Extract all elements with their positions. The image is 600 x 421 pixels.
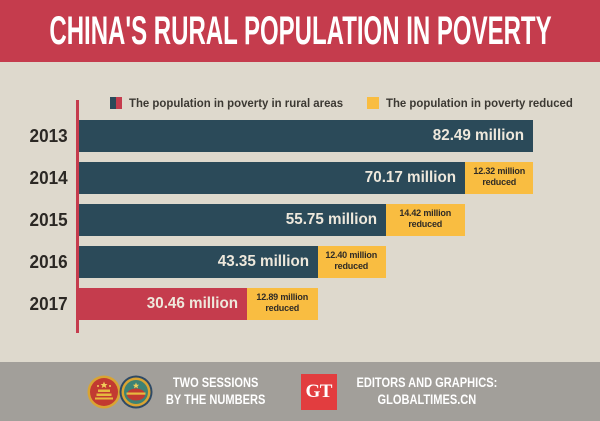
chart-row-2014: 2014 70.17 million 12.32 million reduced	[0, 162, 600, 194]
china-national-emblem-icon	[87, 375, 121, 408]
chart-row-2013: 2013 82.49 million	[0, 120, 600, 152]
year-label: 2014	[29, 167, 68, 188]
legend-label: The population in poverty reduced	[386, 96, 574, 110]
chart-legend: The population in poverty in rural areas…	[110, 96, 583, 110]
poverty-bar: 55.75 million	[79, 204, 386, 236]
reduced-badge: 12.40 million reduced	[317, 246, 386, 278]
bar-chart: The population in poverty in rural areas…	[0, 62, 600, 362]
legend-label: The population in poverty in rural areas	[129, 96, 344, 110]
legend-swatch-yellow-icon	[367, 97, 380, 109]
chart-rows: 2013 82.49 million 2014 70.17 million 12…	[0, 120, 600, 330]
legend-swatch-split-icon	[110, 97, 122, 109]
campaign-text: TWO SESSIONS BY THE NUMBERS	[166, 374, 266, 407]
legend-item-reduced: The population in poverty reduced	[367, 96, 583, 110]
global-times-logo-icon: GT	[300, 373, 337, 410]
chart-row-2017: 2017 30.46 million 12.89 million reduced	[0, 288, 600, 320]
title-banner: CHINA'S RURAL POPULATION IN POVERTY	[0, 0, 600, 62]
y-axis-line	[76, 100, 79, 333]
cppcc-emblem-icon	[119, 375, 153, 408]
reduced-badge: 12.32 million reduced	[465, 162, 533, 194]
bar-value-label: 82.49 million	[432, 127, 524, 144]
legend-item-poverty: The population in poverty in rural areas	[110, 96, 354, 110]
poverty-bar: 43.35 million	[79, 246, 318, 278]
credit-text: EDITORS AND GRAPHICS: GLOBALTIMES.CN	[356, 374, 498, 407]
chart-row-2016: 2016 43.35 million 12.40 million reduced	[0, 246, 600, 278]
bar-value-label: 30.46 million	[146, 295, 238, 312]
emblems	[87, 375, 153, 409]
poverty-bar: 82.49 million	[79, 120, 533, 152]
page-title: CHINA'S RURAL POPULATION IN POVERTY	[48, 8, 552, 53]
year-label: 2015	[29, 209, 68, 230]
poverty-bar: 70.17 million	[79, 162, 466, 194]
year-label: 2016	[29, 251, 68, 272]
footer-bar: TWO SESSIONS BY THE NUMBERS GT EDITORS A…	[0, 362, 600, 421]
year-label: 2013	[29, 125, 68, 146]
poverty-bar: 30.46 million	[79, 288, 247, 320]
reduced-badge: 12.89 million reduced	[246, 288, 318, 320]
bar-value-label: 43.35 million	[217, 253, 309, 270]
bar-value-label: 55.75 million	[285, 211, 377, 228]
chart-row-2015: 2015 55.75 million 14.42 million reduced	[0, 204, 600, 236]
year-label: 2017	[29, 293, 68, 314]
reduced-badge: 14.42 million reduced	[385, 204, 466, 236]
bar-value-label: 70.17 million	[364, 169, 457, 186]
